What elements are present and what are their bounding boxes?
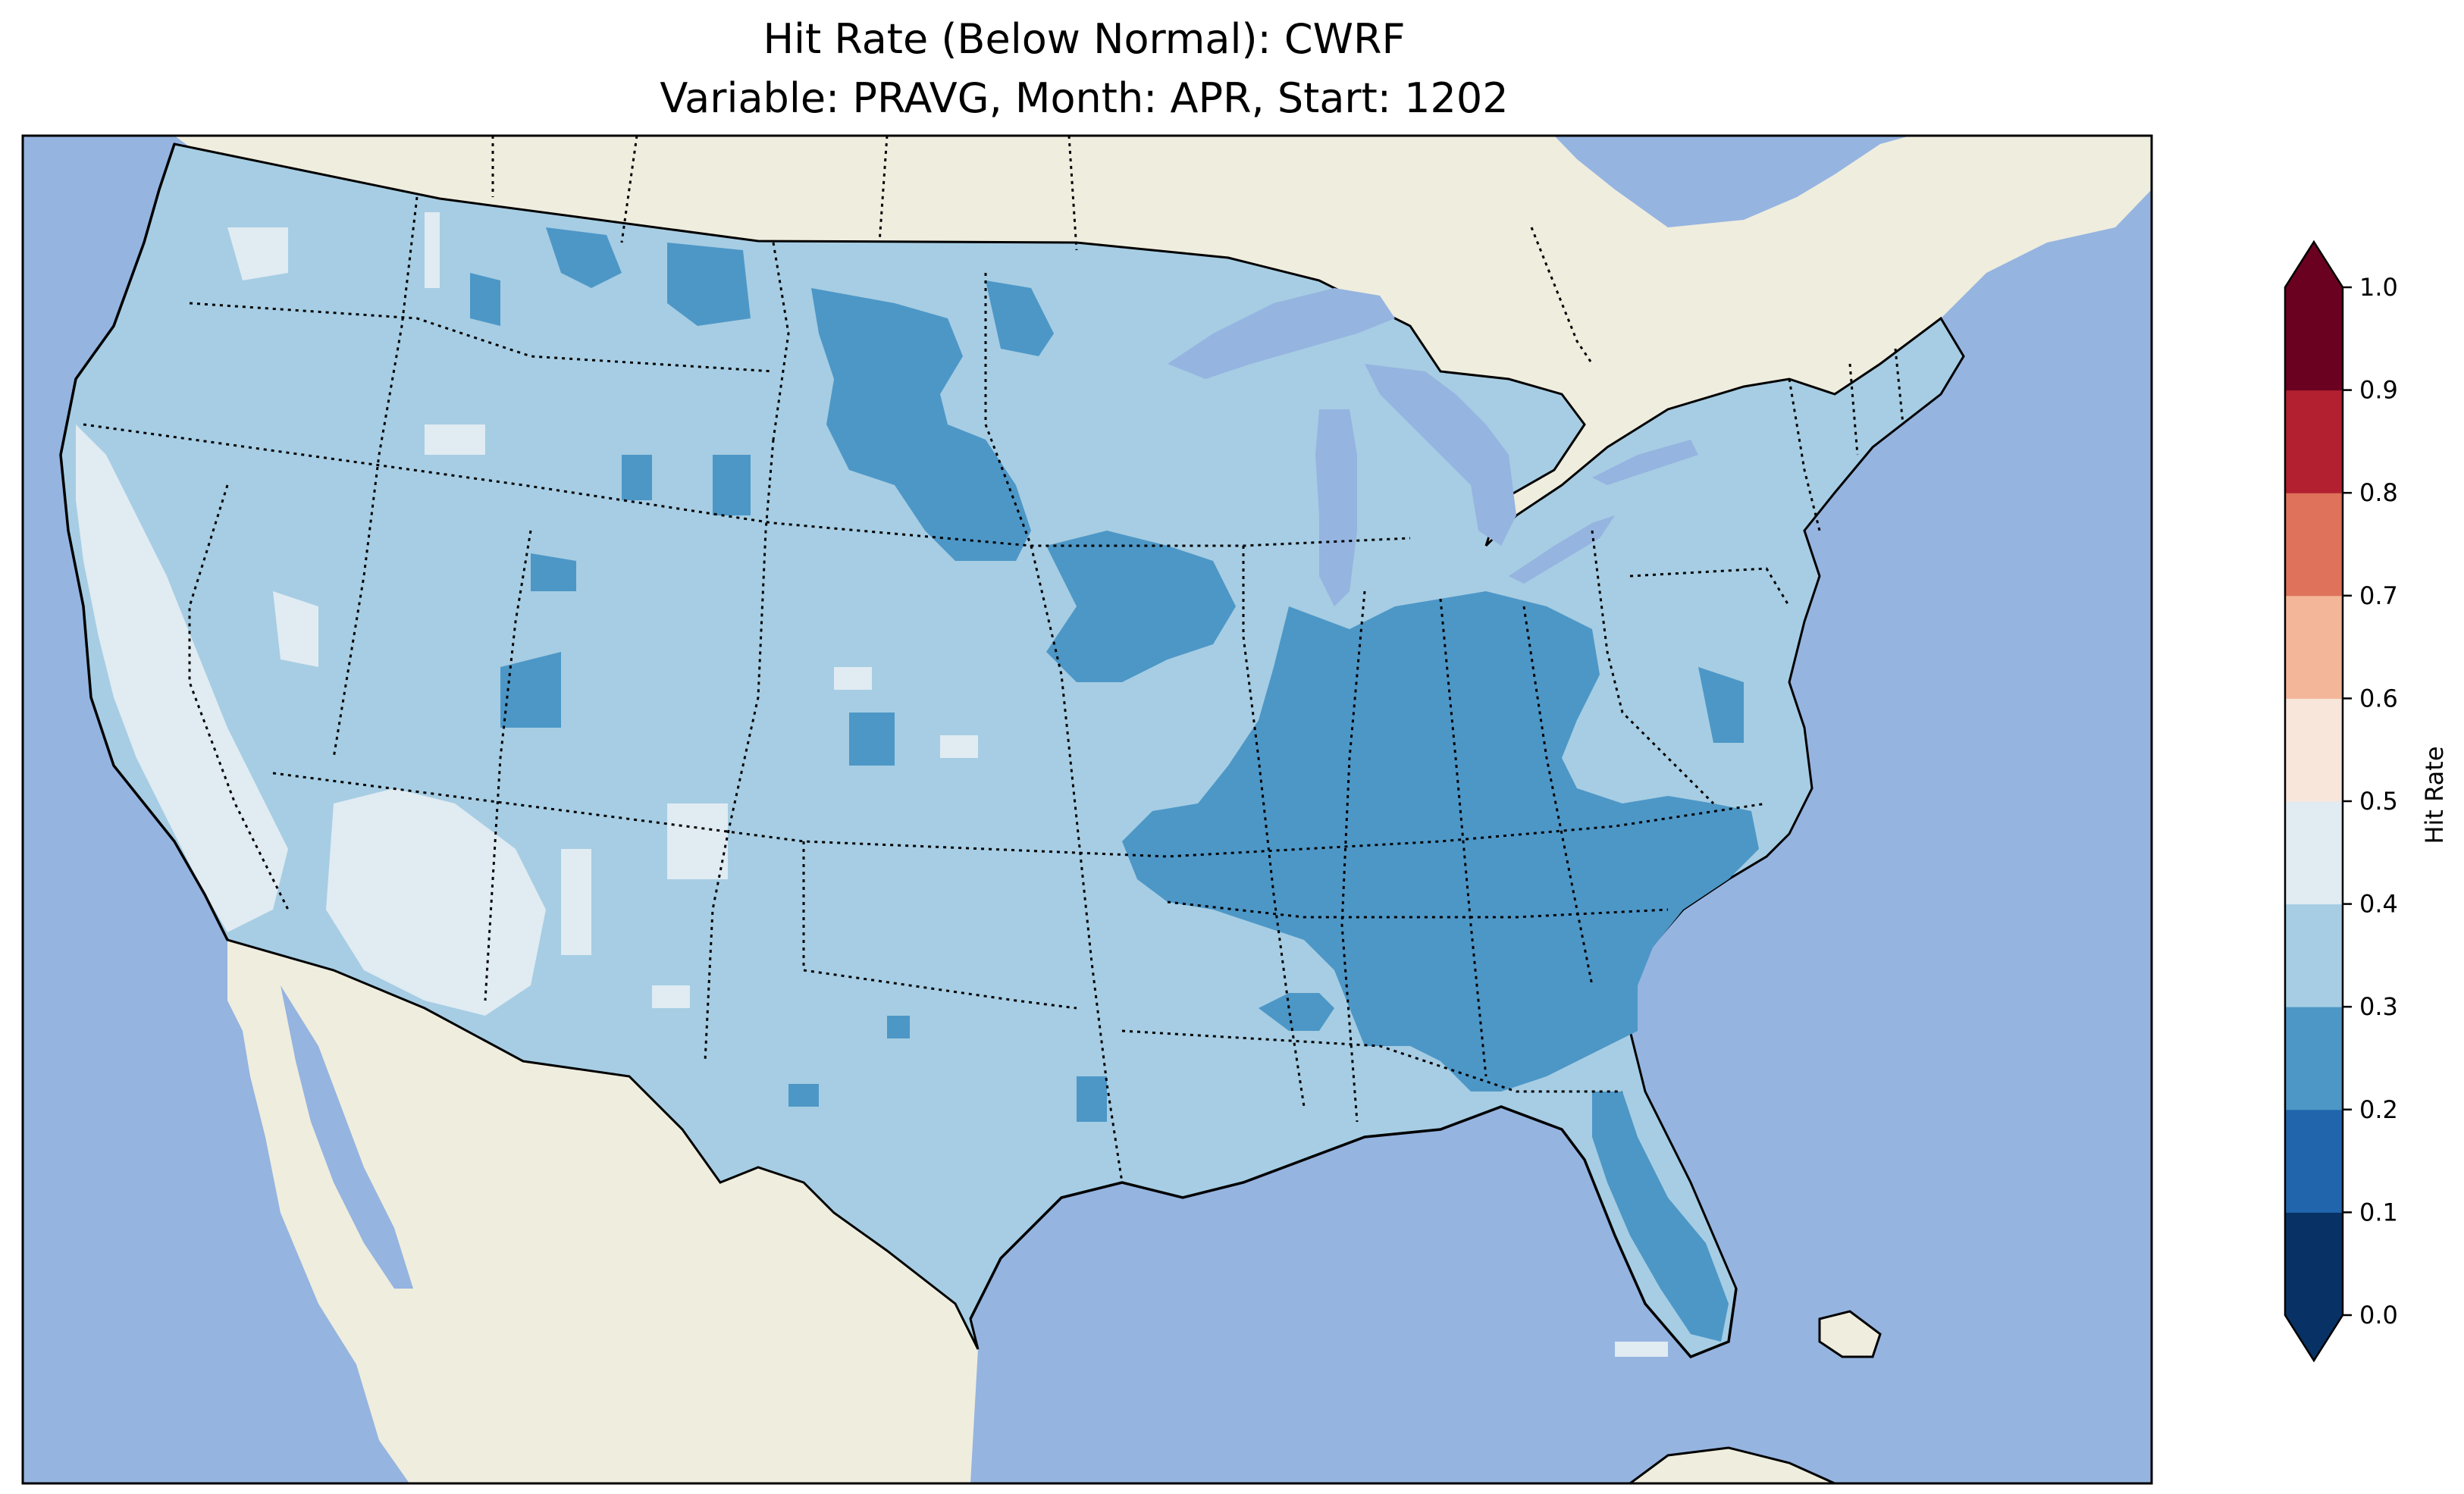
colorbar-tick-label: 0.9 (2359, 376, 2398, 405)
international-borders (491, 136, 1594, 365)
colorbar-bin-6 (2285, 595, 2343, 699)
colorbar-bin-5 (2285, 698, 2343, 802)
colorbar-label: Hit Rate (2420, 746, 2449, 844)
gulf-coastline (969, 1105, 1738, 1359)
colorbar-tick-label: 0.4 (2359, 890, 2398, 919)
colorbar-tick-label: 0.2 (2359, 1095, 2398, 1124)
colorbar-extend-over (2285, 242, 2343, 287)
colorbar-tick-label: 0.5 (2359, 787, 2398, 816)
colorbar-bin-0 (2285, 1212, 2343, 1316)
colorbar-bin-3 (2285, 904, 2343, 1007)
map-panel (23, 136, 2152, 1483)
coastline (59, 143, 229, 941)
colorbar-tick-label: 1.0 (2359, 273, 2398, 302)
state-borders (83, 196, 1904, 1183)
hit-rate-patches-0.2-0.3 (470, 227, 1759, 1342)
cuba-land (1818, 1310, 1882, 1358)
colorbar-bin-1 (2285, 1109, 2343, 1213)
colorbar-bin-4 (2285, 801, 2343, 905)
colorbar-extend-under (2285, 1315, 2343, 1361)
chart-title-line2: Variable: PRAVG, Month: APR, Start: 1202 (660, 74, 1508, 122)
colorbar-tick-label: 0.6 (2359, 684, 2398, 713)
colorbar-bin-7 (2285, 493, 2343, 597)
map-frame (21, 134, 2153, 1485)
colorbar-bin-9 (2285, 287, 2343, 391)
great-lakes (1168, 288, 1698, 606)
chart-title-line1: Hit Rate (Below Normal): CWRF (763, 15, 1405, 63)
colorbar-tick-label: 0.7 (2359, 581, 2398, 610)
canada-land (174, 136, 2152, 546)
gulf-of-california (281, 985, 413, 1289)
colorbar-bin-2 (2285, 1007, 2343, 1110)
colorbar: 0.0 0.1 0.2 0.3 0.4 0.5 0.6 0.7 0.8 0.9 1.0 (2284, 240, 2398, 1363)
colorbar-tick-label: 0.0 (2359, 1301, 2398, 1330)
colorbar-bin-8 (2285, 390, 2343, 493)
south-america-land (1628, 1446, 1835, 1483)
colorbar-tick-label: 0.3 (2359, 992, 2398, 1021)
colorbar-tick-label: 0.1 (2359, 1198, 2398, 1226)
colorbar-tick-label: 0.8 (2359, 478, 2398, 507)
